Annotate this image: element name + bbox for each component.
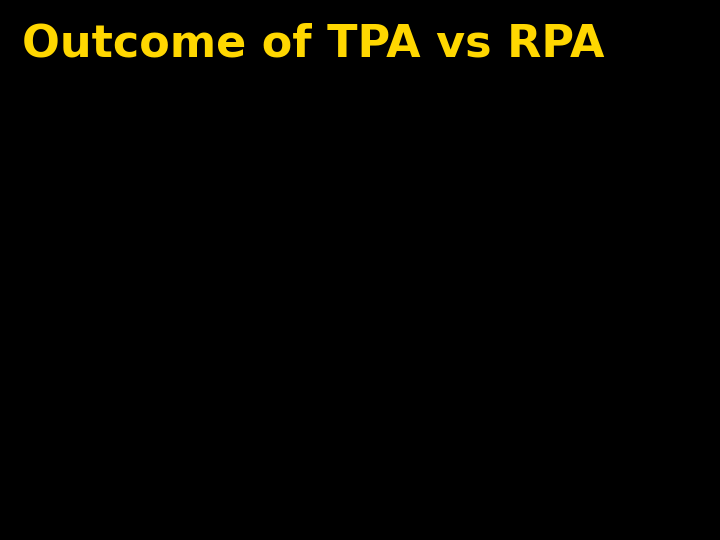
- Text: 5: 5: [202, 394, 208, 403]
- Text: 0.379–1.514: 0.379–1.514: [465, 342, 521, 352]
- Text: 0.121–1.660: 0.121–1.660: [465, 368, 521, 377]
- Text: *The difference calculated by the meta-analysis will usually be different from t: *The difference calculated by the meta-a…: [29, 472, 591, 478]
- Text: Minor complications: Minor complications: [112, 342, 203, 352]
- Text: .72: .72: [594, 265, 608, 274]
- Text: .47: .47: [594, 163, 608, 172]
- Text: 0.659: 0.659: [372, 420, 398, 428]
- Text: .23: .23: [594, 368, 608, 377]
- Text: 85: 85: [300, 188, 312, 197]
- Text: Pneumothorax: Pneumothorax: [112, 394, 178, 403]
- Text: −0.01: −0.01: [372, 265, 399, 274]
- Text: 0.03: 0.03: [296, 368, 316, 377]
- Text: Operative time (min): Operative time (min): [112, 163, 207, 172]
- Text: Variable: Variable: [112, 135, 150, 144]
- Text: −10.32 to 69.72: −10.32 to 69.72: [456, 188, 530, 197]
- Text: Table III.  Peri- and postoperative outcomes: Table III. Peri- and postoperative outco…: [29, 111, 287, 120]
- Text: 13: 13: [199, 342, 211, 352]
- Text: 20: 20: [199, 445, 211, 454]
- Text: 0.02: 0.02: [246, 420, 266, 428]
- Text: 7: 7: [202, 188, 208, 197]
- Text: reporting the variable; OR, odds ratio.: reporting the variable; OR, odds ratio.: [29, 499, 168, 505]
- Text: Outcome of TPA vs RPA: Outcome of TPA vs RPA: [22, 22, 604, 65]
- Text: 10: 10: [199, 163, 211, 172]
- Text: Major complications: Major complications: [112, 317, 202, 326]
- Text: 6.4: 6.4: [248, 214, 263, 223]
- Text: −41.38 to 19.24: −41.38 to 19.24: [456, 163, 530, 172]
- Text: 4: 4: [202, 265, 208, 274]
- Text: 115: 115: [247, 188, 264, 197]
- Text: 1.4: 1.4: [248, 265, 263, 274]
- Text: CI, Confidence interval; LRPA, laparoscopic retroperitoneal adrenalectomy; LTPA,: CI, Confidence interval; LRPA, laparosco…: [29, 485, 572, 491]
- Text: Hospital stay (days): Hospital stay (days): [112, 214, 202, 223]
- Text: 1.4: 1.4: [299, 265, 313, 274]
- Text: 0.00: 0.00: [246, 445, 266, 454]
- Text: 0.08: 0.08: [246, 291, 266, 300]
- Text: Nigra G et al. Meta-analysis of trials comparing laparoscopic transperitoneal an: Nigra G et al. Meta-analysis of trials c…: [29, 498, 616, 508]
- Text: 132: 132: [247, 163, 264, 172]
- Text: .34: .34: [594, 240, 608, 249]
- Text: Blood loss (mL): Blood loss (mL): [112, 188, 181, 197]
- Text: Time to oral intake (days): Time to oral intake (days): [112, 240, 228, 249]
- Text: Time to ambulation (days): Time to ambulation (days): [112, 265, 231, 274]
- Text: No statistical significant difference in OT time, blood loss, hospital stay and : No statistical significant difference in…: [22, 430, 720, 450]
- Text: 0.204–2.122: 0.204–2.122: [465, 420, 521, 428]
- Text: LTPA: LTPA: [245, 135, 266, 144]
- Text: 16: 16: [199, 291, 211, 300]
- Text: 0.581–1.465: 0.581–1.465: [465, 291, 521, 300]
- Text: −0.11 to 0.33: −0.11 to 0.33: [462, 240, 524, 249]
- Text: LRPA: LRPA: [294, 135, 318, 144]
- Text: .09: .09: [594, 214, 608, 223]
- Text: −0.06 to 0.04: −0.06 to 0.04: [462, 265, 524, 274]
- Text: 136: 136: [297, 163, 315, 172]
- Text: .75: .75: [594, 317, 608, 326]
- Text: −0.11 to 1.43: −0.11 to 1.43: [462, 214, 524, 223]
- Text: Mortality: Mortality: [112, 445, 152, 454]
- Text: .48: .48: [594, 420, 608, 428]
- Text: 0.06: 0.06: [296, 291, 316, 300]
- Text: 0.01: 0.01: [246, 368, 266, 377]
- Text: 5.5: 5.5: [299, 214, 313, 223]
- Text: Postoperative bleeding: Postoperative bleeding: [112, 420, 216, 428]
- Text: 95% CI: 95% CI: [477, 135, 510, 144]
- Text: 0.233–3.891: 0.233–3.891: [465, 394, 521, 403]
- Text: 0.02: 0.02: [246, 317, 266, 326]
- Text: 0.02: 0.02: [296, 420, 316, 428]
- Text: 4.6: 4.6: [248, 342, 263, 352]
- Text: .43: .43: [594, 342, 608, 352]
- Text: 0.66: 0.66: [375, 214, 395, 223]
- Text: 0.862: 0.862: [372, 317, 398, 326]
- Text: 0.308–1.539: 0.308–1.539: [465, 445, 521, 454]
- Text: 13: 13: [199, 317, 211, 326]
- Text: P value: P value: [584, 135, 618, 144]
- Text: 29.7: 29.7: [375, 188, 395, 197]
- Text: 0.449: 0.449: [372, 368, 398, 377]
- Text: Difference or OR*: Difference or OR*: [343, 135, 427, 144]
- Text: .15: .15: [594, 188, 608, 197]
- Text: 0.350–2.118: 0.350–2.118: [465, 317, 521, 326]
- Text: 0.107: 0.107: [372, 240, 398, 249]
- Text: 5: 5: [202, 240, 208, 249]
- Text: 0.01: 0.01: [296, 394, 316, 403]
- Text: .36: .36: [594, 445, 608, 454]
- Text: 4: 4: [202, 420, 208, 428]
- Text: 3: 3: [202, 368, 208, 377]
- Text: Overall complications: Overall complications: [112, 291, 210, 300]
- Text: 8: 8: [202, 214, 208, 223]
- Text: −11.07: −11.07: [369, 163, 402, 172]
- Text: Surgical site infection: Surgical site infection: [112, 368, 210, 377]
- Text: 0.00: 0.00: [296, 445, 316, 454]
- Text: .73: .73: [594, 291, 608, 300]
- Text: 0.758: 0.758: [372, 342, 398, 352]
- Text: 1.3: 1.3: [299, 240, 313, 249]
- Text: 4.1: 4.1: [299, 342, 313, 352]
- Text: 1.6: 1.6: [248, 240, 263, 249]
- Text: N: N: [202, 135, 209, 144]
- Text: International Journal of Surgery; Apr2016 Supplement 1, Vol. 28, p S118-S123, 1p: International Journal of Surgery; Apr201…: [29, 514, 456, 523]
- Text: 0.923: 0.923: [372, 291, 398, 300]
- Text: 0.01: 0.01: [246, 394, 266, 403]
- Text: 0.01: 0.01: [296, 317, 316, 326]
- Text: 0.688: 0.688: [372, 445, 398, 454]
- Text: 0.952: 0.952: [372, 394, 398, 403]
- Text: .95: .95: [594, 394, 608, 403]
